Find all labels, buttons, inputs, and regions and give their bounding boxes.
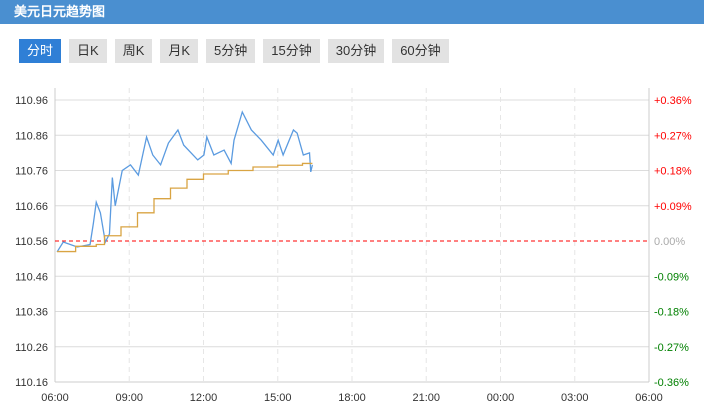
- tab-6[interactable]: 30分钟: [327, 39, 385, 63]
- x-tick-label: 06:00: [635, 392, 663, 404]
- x-tick-label: 15:00: [264, 392, 292, 404]
- x-tick-label: 06:00: [41, 392, 69, 404]
- period-tabs: 分时 日K 周K 月K 5分钟 15分钟 30分钟 60分钟: [19, 39, 449, 63]
- y-right-tick-label: +0.18%: [654, 166, 692, 178]
- y-tick-label: 110.66: [15, 201, 48, 213]
- y-right-tick-label: -0.27%: [654, 342, 689, 354]
- y-tick-label: 110.86: [15, 130, 48, 142]
- y-right-tick-label: -0.18%: [654, 307, 689, 319]
- x-tick-label: 12:00: [190, 392, 218, 404]
- chart-title: 美元日元趋势图: [0, 0, 704, 24]
- x-tick-label: 18:00: [338, 392, 366, 404]
- tab-2[interactable]: 周K: [114, 39, 153, 63]
- x-tick-label: 21:00: [412, 392, 440, 404]
- x-tick-label: 09:00: [115, 392, 143, 404]
- y-tick-label: 110.96: [15, 95, 48, 107]
- average-line: [57, 162, 313, 253]
- y-right-tick-label: +0.36%: [654, 95, 692, 107]
- y-right-tick-label: +0.09%: [654, 201, 692, 213]
- y-right-tick-label: -0.09%: [654, 271, 689, 283]
- y-tick-label: 110.56: [15, 236, 48, 248]
- price-line: [56, 110, 314, 253]
- tab-0[interactable]: 分时: [19, 39, 62, 63]
- y-right-tick-label: 0.00%: [654, 236, 685, 248]
- tab-3[interactable]: 月K: [160, 39, 199, 63]
- tab-4[interactable]: 5分钟: [206, 39, 256, 63]
- y-tick-label: 110.46: [15, 271, 48, 283]
- y-tick-label: 110.16: [15, 377, 48, 389]
- y-tick-label: 110.26: [15, 342, 48, 354]
- y-tick-label: 110.36: [15, 307, 48, 319]
- x-tick-label: 00:00: [487, 392, 515, 404]
- y-right-tick-label: +0.27%: [654, 130, 692, 142]
- y-tick-label: 110.76: [15, 166, 48, 178]
- tab-1[interactable]: 日K: [69, 39, 107, 63]
- tab-7[interactable]: 60分钟: [392, 39, 449, 63]
- x-tick-label: 03:00: [561, 392, 589, 404]
- y-right-tick-label: -0.36%: [654, 377, 689, 389]
- tab-5[interactable]: 15分钟: [263, 39, 320, 63]
